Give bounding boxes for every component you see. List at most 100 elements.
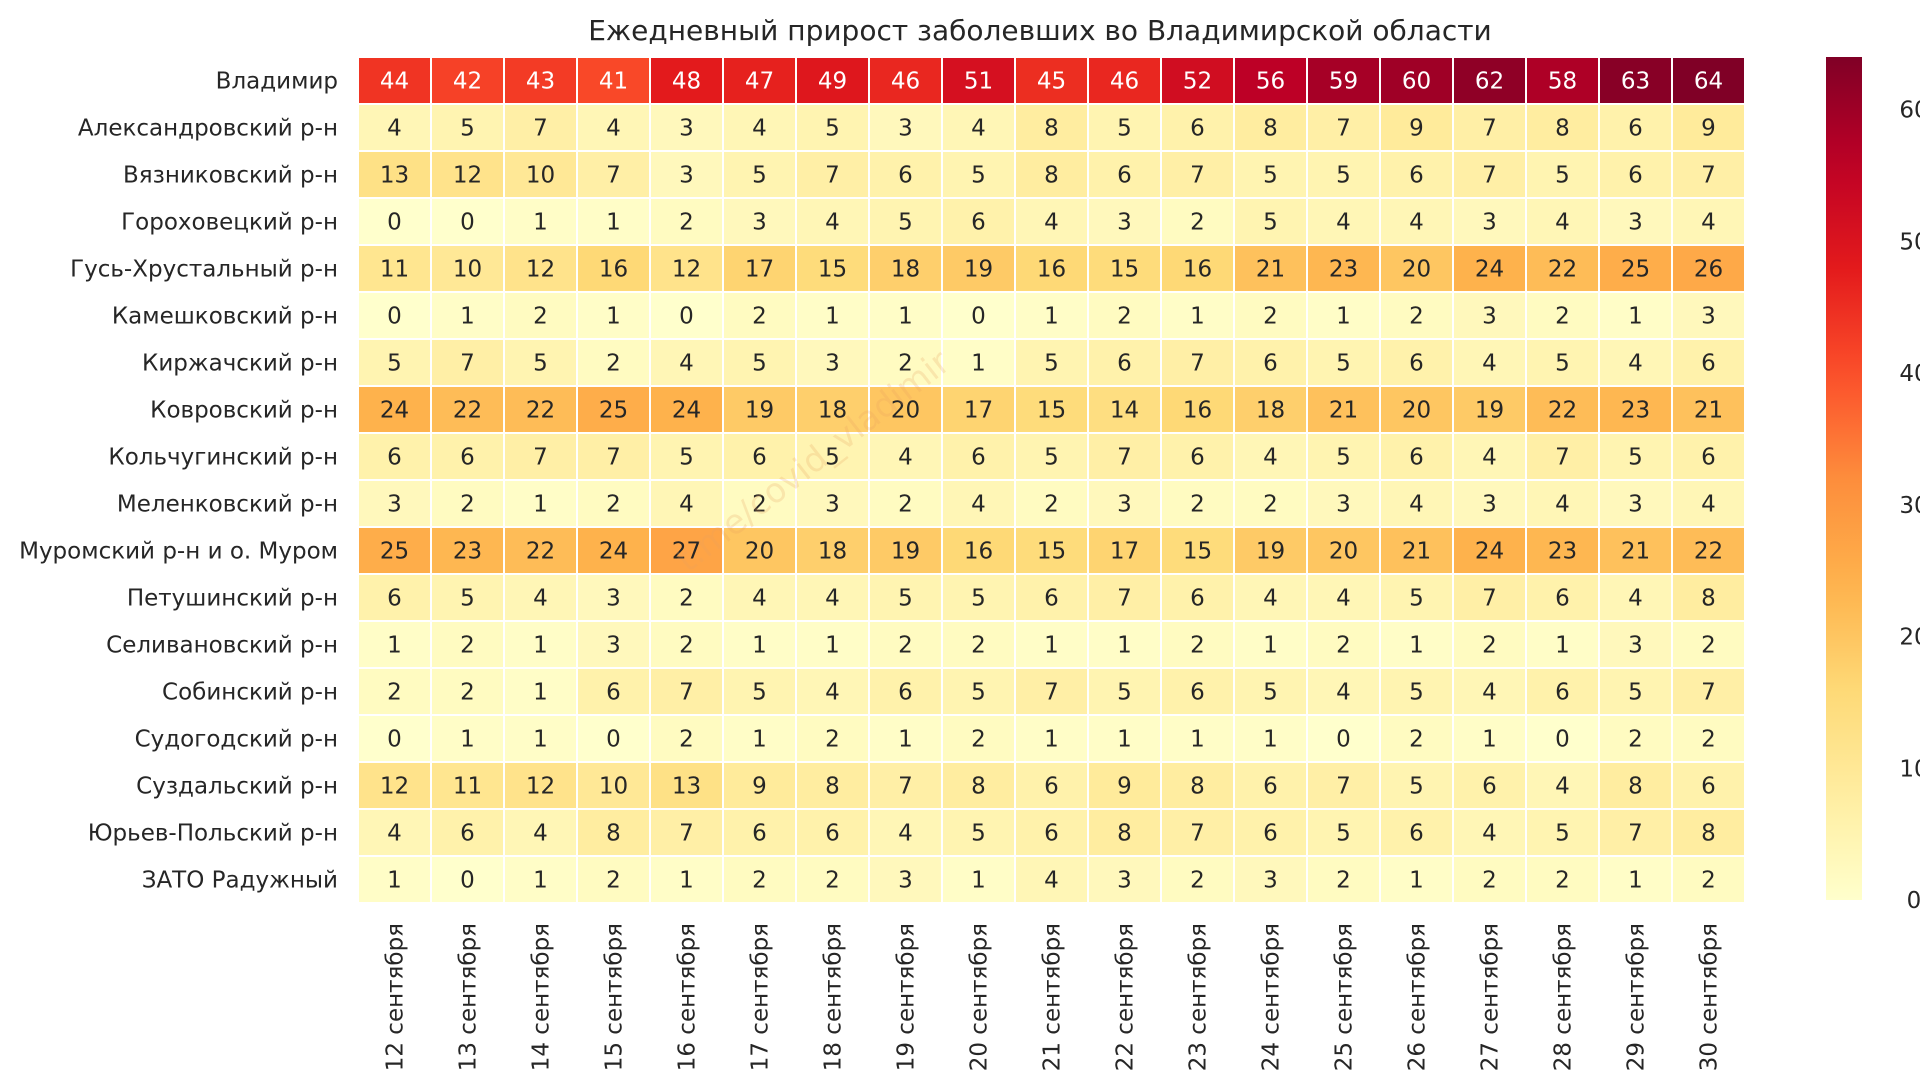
heatmap-cell (576, 197, 651, 246)
cell-value-label: 5 (1336, 351, 1351, 377)
cell-value-label: 3 (606, 586, 621, 612)
cell-value-label: 2 (460, 633, 475, 659)
heatmap-cell (1014, 855, 1089, 904)
cell-value-label: 6 (898, 680, 913, 706)
cell-value-label: 6 (387, 586, 402, 612)
cell-value-label: 5 (1044, 351, 1059, 377)
heatmap-cell (503, 103, 578, 152)
cell-value-label: 5 (1555, 163, 1570, 189)
cell-value-label: 4 (1336, 210, 1351, 236)
cell-value-label: 3 (898, 868, 913, 894)
cell-value-label: 4 (1263, 445, 1278, 471)
heatmap-cell (357, 573, 432, 622)
cell-value-label: 2 (825, 868, 840, 894)
cell-value-label: 2 (460, 492, 475, 518)
heatmap-cell (1452, 56, 1527, 105)
cell-value-label: 6 (1044, 821, 1059, 847)
heatmap-cell (1379, 197, 1454, 246)
cell-value-label: 4 (1409, 492, 1424, 518)
cell-value-label: 2 (752, 492, 767, 518)
heatmap-cell (1671, 432, 1746, 481)
cell-value-label: 45 (1037, 69, 1066, 95)
heatmap-cell (649, 526, 724, 575)
cell-value-label: 7 (533, 445, 548, 471)
cell-value-label: 0 (387, 210, 402, 236)
cell-value-label: 21 (1402, 539, 1431, 565)
heatmap-cell (576, 150, 651, 199)
cell-value-label: 0 (679, 304, 694, 330)
heatmap-cell (1306, 620, 1381, 669)
cell-value-label: 2 (1263, 492, 1278, 518)
cell-value-label: 2 (1336, 868, 1351, 894)
column-label: 21 сентября (1040, 923, 1066, 1071)
cell-value-label: 7 (1628, 821, 1643, 847)
row-label: Суздальский р-н (136, 774, 338, 800)
cell-value-label: 6 (460, 821, 475, 847)
cell-value-label: 3 (1482, 210, 1497, 236)
heatmap-cell (1452, 526, 1527, 575)
cell-value-label: 24 (1475, 539, 1504, 565)
cell-value-label: 11 (453, 774, 482, 800)
cell-value-label: 1 (1117, 727, 1132, 753)
cell-value-label: 8 (1044, 116, 1059, 142)
cell-value-label: 7 (1482, 586, 1497, 612)
cell-value-label: 21 (1694, 398, 1723, 424)
cell-value-label: 2 (898, 633, 913, 659)
heatmap-cell (1671, 855, 1746, 904)
heatmap-cell (941, 479, 1016, 528)
cell-value-label: 2 (679, 633, 694, 659)
cell-value-label: 6 (1117, 163, 1132, 189)
heatmap-cell (1452, 197, 1527, 246)
cell-value-label: 2 (752, 868, 767, 894)
heatmap-cell (1014, 761, 1089, 810)
cell-value-label: 3 (387, 492, 402, 518)
column-label: 28 сентября (1551, 923, 1577, 1071)
row-label: Собинский р-н (162, 680, 338, 706)
cell-value-label: 4 (1482, 680, 1497, 706)
heatmap-cell (1233, 808, 1308, 857)
cell-value-label: 2 (971, 727, 986, 753)
heatmap-cell (1233, 291, 1308, 340)
heatmap-cell (503, 620, 578, 669)
heatmap-cell (1379, 150, 1454, 199)
cell-value-label: 21 (1621, 539, 1650, 565)
cell-value-label: 24 (1475, 257, 1504, 283)
cell-value-label: 8 (1044, 163, 1059, 189)
heatmap-cell (430, 197, 505, 246)
heatmap-cell (649, 479, 724, 528)
cell-value-label: 3 (752, 210, 767, 236)
cell-value-label: 7 (1701, 163, 1716, 189)
cell-value-label: 21 (1256, 257, 1285, 283)
heatmap-cell (795, 761, 870, 810)
cell-value-label: 19 (1256, 539, 1285, 565)
heatmap-cell (357, 432, 432, 481)
cell-value-label: 6 (1555, 680, 1570, 706)
cell-value-label: 1 (533, 633, 548, 659)
row-label: Гусь-Хрустальный р-н (70, 257, 338, 283)
cell-value-label: 4 (387, 116, 402, 142)
cell-value-label: 1 (460, 727, 475, 753)
cell-value-label: 15 (1110, 257, 1139, 283)
heatmap-cell (941, 291, 1016, 340)
cell-value-label: 21 (1329, 398, 1358, 424)
cell-value-label: 2 (1044, 492, 1059, 518)
cell-value-label: 8 (1263, 116, 1278, 142)
cell-value-label: 1 (971, 868, 986, 894)
cell-value-label: 4 (1409, 210, 1424, 236)
heatmap-cell (868, 150, 943, 199)
heatmap-cell (1014, 667, 1089, 716)
cell-value-label: 1 (1336, 304, 1351, 330)
heatmap-cell (941, 197, 1016, 246)
cell-value-label: 62 (1475, 69, 1504, 95)
cell-value-label: 1 (1555, 633, 1570, 659)
cell-value-label: 2 (1117, 304, 1132, 330)
heatmap-cell (649, 244, 724, 293)
cell-value-label: 6 (1263, 774, 1278, 800)
cell-value-label: 3 (1117, 868, 1132, 894)
heatmap-cell (795, 526, 870, 575)
row-label: Гороховецкий р-н (121, 210, 338, 236)
cell-value-label: 4 (1482, 445, 1497, 471)
cell-value-label: 19 (891, 539, 920, 565)
heatmap-cell (1087, 479, 1162, 528)
cell-value-label: 6 (1190, 680, 1205, 706)
